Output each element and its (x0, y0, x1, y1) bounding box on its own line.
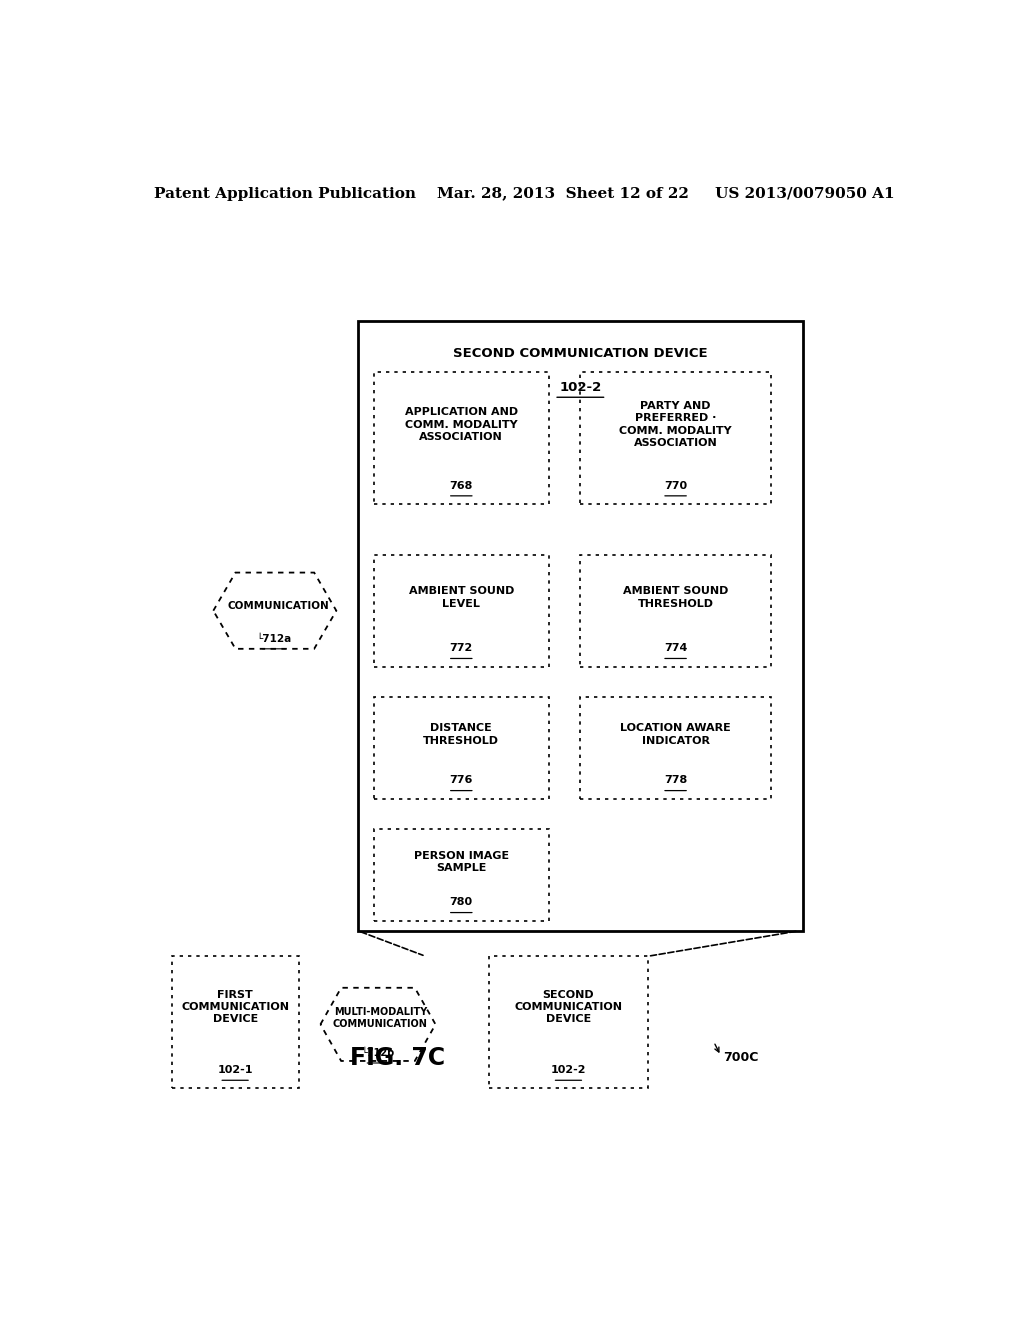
Text: 102-2: 102-2 (559, 380, 601, 393)
Text: 770: 770 (664, 480, 687, 491)
Text: 774: 774 (664, 643, 687, 653)
Text: SECOND
COMMUNICATION
DEVICE: SECOND COMMUNICATION DEVICE (514, 990, 623, 1024)
Text: AMBIENT SOUND
THRESHOLD: AMBIENT SOUND THRESHOLD (623, 586, 728, 609)
Text: COMMUNICATION: COMMUNICATION (228, 601, 330, 611)
FancyBboxPatch shape (374, 554, 549, 667)
Text: PERSON IMAGE
SAMPLE: PERSON IMAGE SAMPLE (414, 850, 509, 873)
Text: 772: 772 (450, 643, 473, 653)
Text: MULTI-MODALITY
COMMUNICATION: MULTI-MODALITY COMMUNICATION (333, 1007, 428, 1030)
FancyBboxPatch shape (489, 956, 648, 1089)
FancyBboxPatch shape (172, 956, 299, 1089)
Text: 700C: 700C (723, 1052, 759, 1064)
Text: 780: 780 (450, 898, 473, 907)
FancyBboxPatch shape (581, 372, 771, 504)
Text: └712b: └712b (361, 1048, 394, 1057)
FancyBboxPatch shape (581, 554, 771, 667)
Text: AMBIENT SOUND
LEVEL: AMBIENT SOUND LEVEL (409, 586, 514, 609)
Text: LOCATION AWARE
INDICATOR: LOCATION AWARE INDICATOR (621, 723, 731, 746)
Text: DISTANCE
THRESHOLD: DISTANCE THRESHOLD (423, 723, 500, 746)
Text: FIRST
COMMUNICATION
DEVICE: FIRST COMMUNICATION DEVICE (181, 990, 289, 1024)
Text: 102-2: 102-2 (551, 1065, 586, 1074)
Text: 776: 776 (450, 775, 473, 785)
Text: Patent Application Publication    Mar. 28, 2013  Sheet 12 of 22     US 2013/0079: Patent Application Publication Mar. 28, … (155, 187, 895, 201)
FancyBboxPatch shape (374, 372, 549, 504)
Text: PARTY AND
PREFERRED ·
COMM. MODALITY
ASSOCIATION: PARTY AND PREFERRED · COMM. MODALITY ASS… (620, 401, 732, 449)
Text: SECOND COMMUNICATION DEVICE: SECOND COMMUNICATION DEVICE (453, 347, 708, 360)
FancyBboxPatch shape (374, 829, 549, 921)
Text: 768: 768 (450, 480, 473, 491)
Text: FIG. 7C: FIG. 7C (350, 1045, 445, 1071)
Text: 102-1: 102-1 (217, 1065, 253, 1074)
FancyBboxPatch shape (358, 321, 803, 931)
FancyBboxPatch shape (374, 697, 549, 799)
Text: APPLICATION AND
COMM. MODALITY
ASSOCIATION: APPLICATION AND COMM. MODALITY ASSOCIATI… (404, 408, 518, 442)
Text: 778: 778 (664, 775, 687, 785)
FancyBboxPatch shape (581, 697, 771, 799)
Text: └712a: └712a (257, 634, 292, 644)
